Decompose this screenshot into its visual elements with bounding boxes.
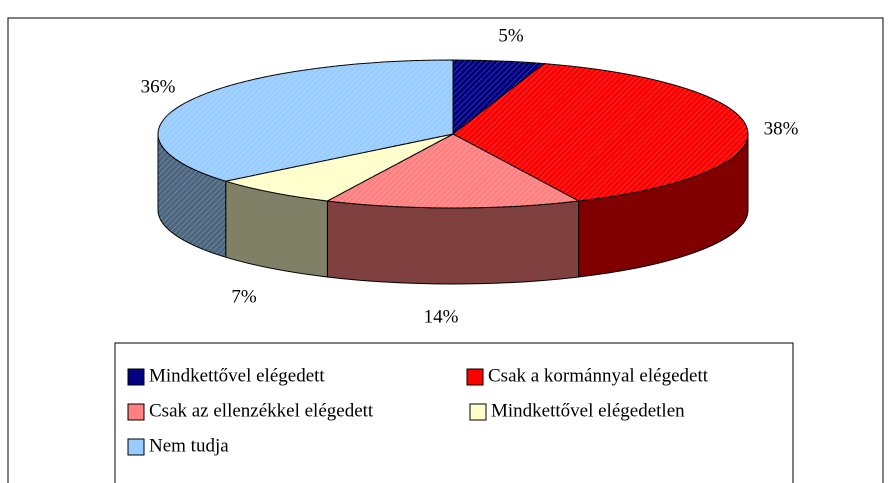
legend-swatch (127, 368, 145, 386)
legend-swatch (469, 403, 487, 421)
data-label: 14% (424, 306, 459, 327)
pie-slice-hatch (453, 60, 545, 134)
data-label: 36% (141, 76, 176, 97)
pie-side-hatch (158, 134, 226, 258)
legend-swatch (127, 438, 145, 456)
pie-slice-hatch (157, 60, 453, 182)
legend-label: Csak az ellenzékkel elégedett (149, 400, 374, 421)
legend-label: Csak a kormánnyal elégedett (488, 365, 709, 386)
pie-slice-hatch (225, 134, 453, 201)
pie-slice-hatch (327, 134, 579, 208)
legend-swatch (127, 403, 145, 421)
legend-label: Mindkettővel elégedetlen (491, 400, 685, 421)
legend-label: Mindkettővel elégedett (149, 365, 325, 386)
pie: 5% 38% 14% 7% 36% (141, 25, 799, 327)
legend-label: Nem tudja (149, 435, 229, 456)
chart-frame (7, 17, 884, 483)
pie-side (326, 200, 580, 285)
data-label: 5% (498, 25, 524, 46)
legend: Mindkettővel elégedett Csak a kormánnyal … (127, 365, 709, 456)
legend-box (114, 342, 794, 483)
data-label: 7% (231, 286, 257, 307)
data-label: 38% (764, 118, 799, 139)
pie-slice-hatch (453, 63, 749, 201)
legend-swatch (466, 368, 484, 386)
